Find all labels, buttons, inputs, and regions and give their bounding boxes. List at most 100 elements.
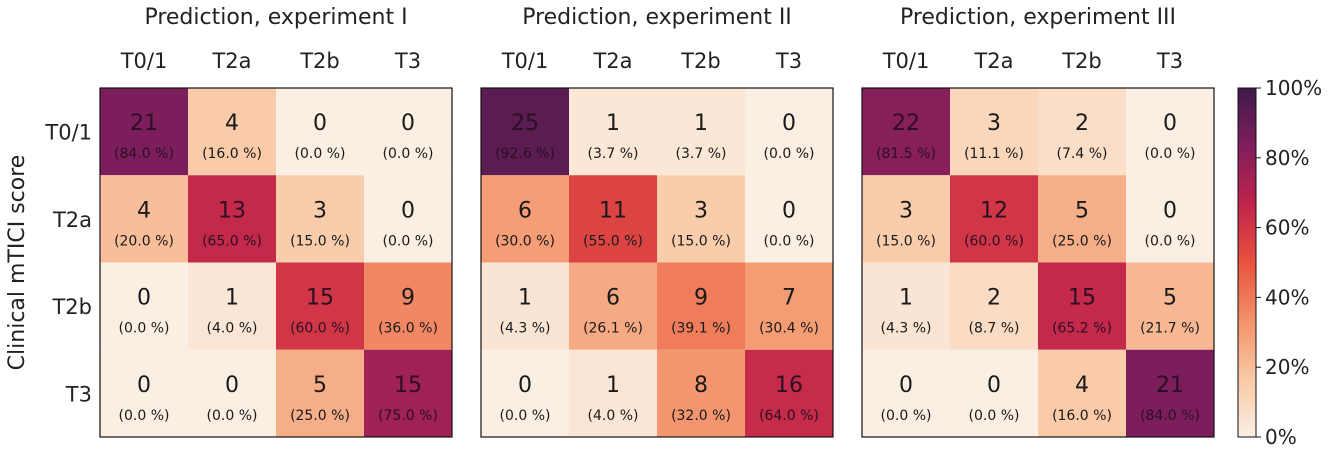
heatmap-cell — [1038, 349, 1126, 437]
heatmap-cell — [569, 262, 657, 350]
colorbar — [1237, 87, 1257, 438]
cell-count: 21 — [130, 111, 158, 136]
heatmap-cell — [1126, 88, 1214, 176]
heatmap-cell — [100, 349, 188, 437]
heatmap-cell — [745, 175, 833, 263]
heatmap-cell — [569, 349, 657, 437]
cell-count: 7 — [782, 286, 796, 311]
cell-percent: (0.0 %) — [207, 408, 258, 424]
heatmap-cell — [100, 88, 188, 176]
column-label: T2b — [680, 49, 721, 73]
cell-count: 5 — [313, 373, 327, 398]
cell-percent: (4.0 %) — [207, 321, 258, 337]
cell-percent: (0.0 %) — [383, 233, 434, 249]
heatmap-cell — [364, 88, 452, 176]
cell-count: 6 — [518, 198, 532, 223]
cell-count: 4 — [1075, 373, 1089, 398]
column-label: T2a — [592, 49, 632, 73]
cell-count: 4 — [137, 198, 151, 223]
colorbar-tick-label: 100% — [1265, 76, 1322, 100]
cell-count: 2 — [1075, 111, 1089, 136]
cell-percent: (84.0 %) — [114, 146, 174, 162]
panel-title: Prediction, experiment I — [144, 5, 407, 30]
cell-count: 0 — [782, 111, 796, 136]
cell-count: 1 — [899, 286, 913, 311]
cell-percent: (0.0 %) — [383, 146, 434, 162]
panel-title: Prediction, experiment III — [900, 5, 1176, 30]
row-label: T0/1 — [44, 121, 92, 145]
cell-count: 13 — [218, 198, 246, 223]
cell-count: 0 — [137, 286, 151, 311]
cell-percent: (30.4 %) — [759, 321, 819, 337]
cell-percent: (25.0 %) — [290, 408, 350, 424]
heatmap-cell — [276, 262, 364, 350]
cell-count: 4 — [225, 111, 239, 136]
cell-percent: (65.0 %) — [202, 233, 262, 249]
heatmap-cell — [481, 349, 569, 437]
cell-count: 22 — [892, 111, 920, 136]
heatmap-cell — [950, 88, 1038, 176]
cell-percent: (15.0 %) — [290, 233, 350, 249]
heatmap-cell — [657, 175, 745, 263]
cell-count: 11 — [599, 198, 627, 223]
cell-percent: (15.0 %) — [876, 233, 936, 249]
cell-percent: (3.7 %) — [676, 146, 727, 162]
cell-percent: (4.3 %) — [881, 321, 932, 337]
heatmap-cell — [745, 88, 833, 176]
cell-percent: (0.0 %) — [119, 321, 170, 337]
heatmap-cell — [100, 175, 188, 263]
cell-percent: (60.0 %) — [964, 233, 1024, 249]
cell-count: 0 — [225, 373, 239, 398]
heatmap-cell — [569, 88, 657, 176]
heatmap-cell — [188, 262, 276, 350]
cell-percent: (39.1 %) — [671, 321, 731, 337]
panel-frame — [861, 87, 1215, 438]
heatmap-cell — [862, 349, 950, 437]
cell-percent: (11.1 %) — [964, 146, 1024, 162]
cell-count: 15 — [394, 373, 422, 398]
column-label: T2b — [1061, 49, 1102, 73]
heatmap-cell — [657, 349, 745, 437]
column-label: T0/1 — [120, 49, 168, 73]
column-label: T2a — [211, 49, 251, 73]
cell-percent: (0.0 %) — [881, 408, 932, 424]
heatmap-cell — [1126, 349, 1214, 437]
heatmap-cell — [950, 349, 1038, 437]
cell-count: 0 — [518, 373, 532, 398]
cell-count: 5 — [1075, 198, 1089, 223]
cell-count: 1 — [518, 286, 532, 311]
heatmap-cell — [657, 262, 745, 350]
panel-frame — [99, 87, 453, 438]
heatmap-cell — [100, 262, 188, 350]
panel-frame — [480, 87, 834, 438]
cell-count: 0 — [899, 373, 913, 398]
cell-percent: (0.0 %) — [764, 146, 815, 162]
cell-percent: (20.0 %) — [114, 233, 174, 249]
heatmap-cell — [481, 175, 569, 263]
colorbar-tick-label: 60% — [1265, 216, 1309, 240]
heatmap-cell — [950, 262, 1038, 350]
cell-count: 6 — [606, 286, 620, 311]
column-label: T3 — [1156, 49, 1183, 73]
column-label: T3 — [775, 49, 802, 73]
cell-percent: (16.0 %) — [202, 146, 262, 162]
cell-count: 8 — [694, 373, 708, 398]
cell-count: 0 — [1163, 198, 1177, 223]
column-label: T3 — [394, 49, 421, 73]
y-axis-title: Clinical mTICI score — [5, 155, 30, 371]
heatmap-cell — [1038, 88, 1126, 176]
cell-count: 25 — [511, 111, 539, 136]
cell-percent: (25.0 %) — [1052, 233, 1112, 249]
cell-percent: (15.0 %) — [671, 233, 731, 249]
row-label: T3 — [65, 382, 92, 406]
cell-percent: (0.0 %) — [295, 146, 346, 162]
cell-count: 0 — [401, 198, 415, 223]
column-label: T0/1 — [501, 49, 549, 73]
cell-percent: (4.0 %) — [588, 408, 639, 424]
heatmap-cell — [862, 88, 950, 176]
cell-count: 1 — [225, 286, 239, 311]
heatmap-cell — [1038, 262, 1126, 350]
column-label: T2a — [973, 49, 1013, 73]
